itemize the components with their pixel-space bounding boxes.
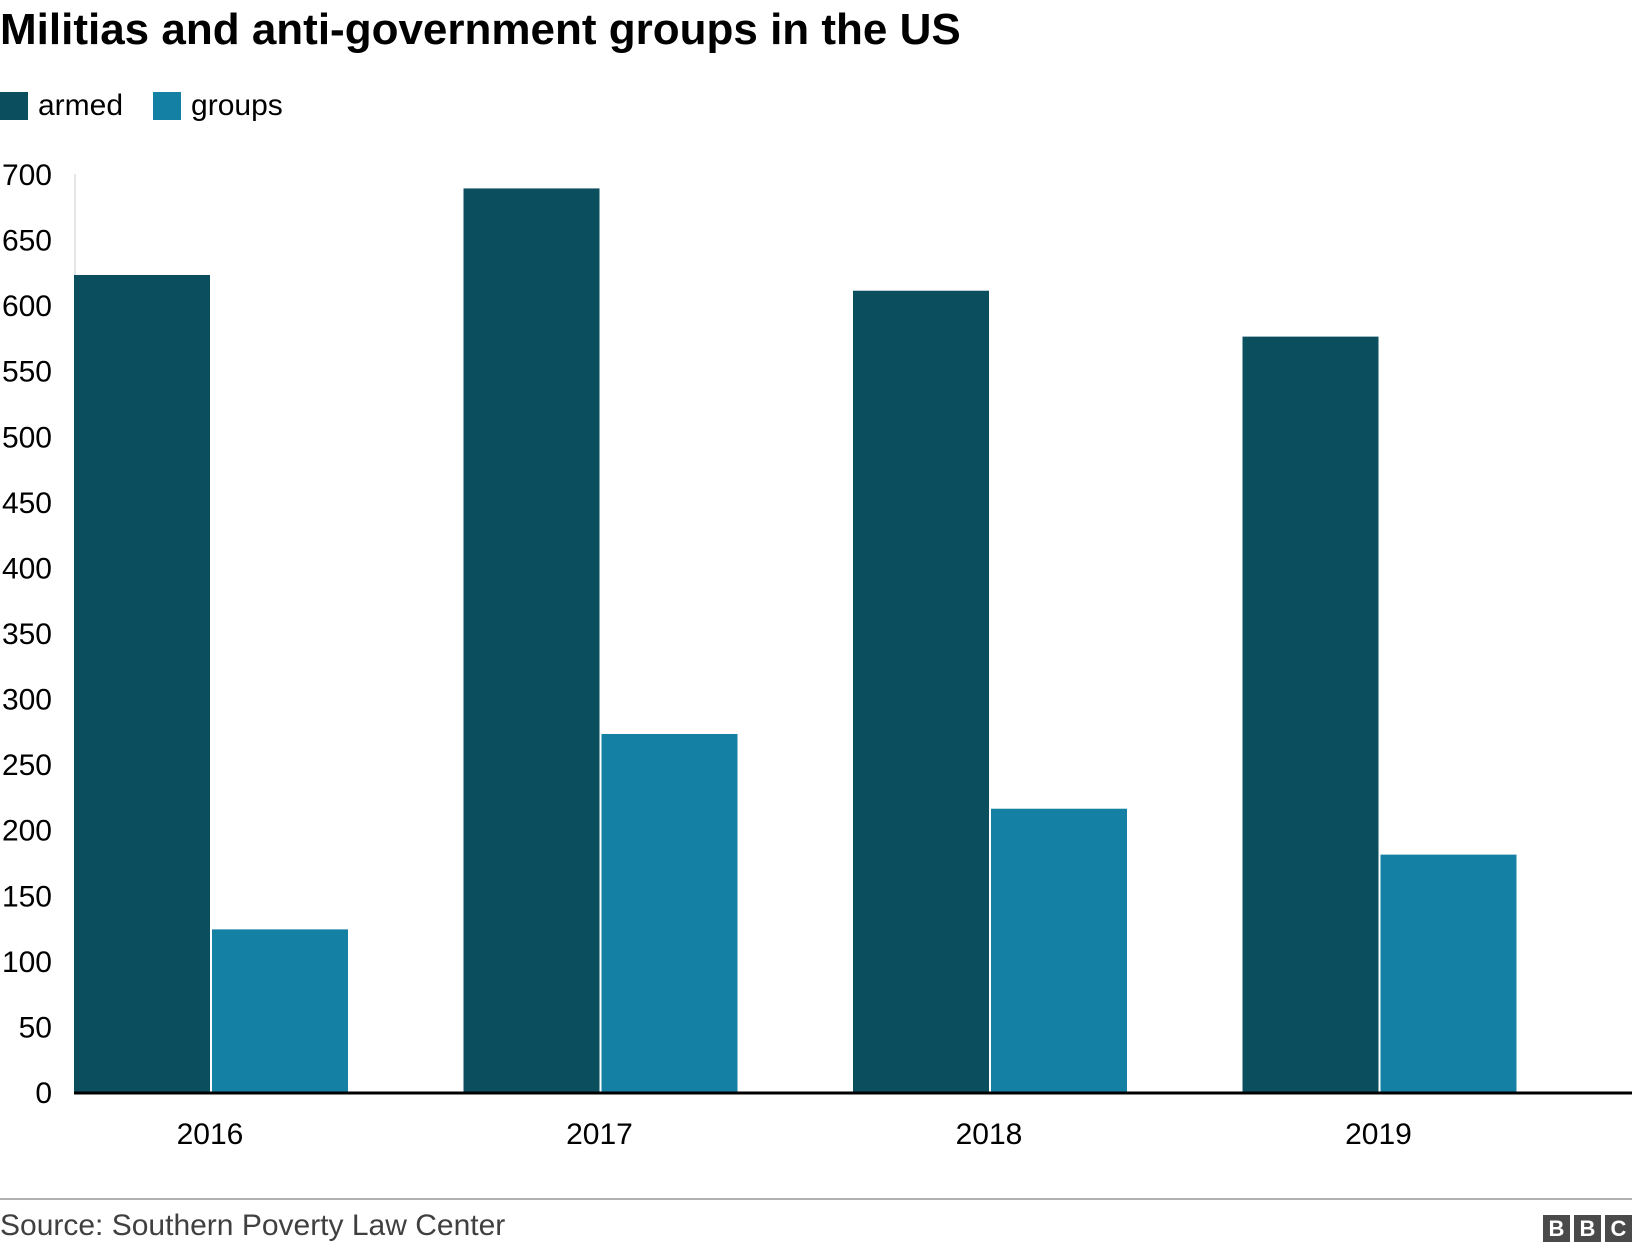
x-tick-label: 2016 [177, 1118, 244, 1150]
bar-armed-2017 [463, 188, 600, 1092]
y-tick-label: 600 [2, 290, 52, 323]
y-tick-label: 0 [35, 1077, 52, 1110]
y-tick-label: 450 [2, 487, 52, 520]
y-tick-label: 50 [19, 1011, 52, 1044]
y-tick-label: 400 [2, 552, 52, 585]
x-tick-label: 2018 [956, 1118, 1023, 1150]
y-tick-label: 150 [2, 880, 52, 913]
y-tick-label: 500 [2, 421, 52, 454]
bbc-logo-letter-3: C [1605, 1215, 1632, 1242]
y-tick-label: 650 [2, 225, 52, 258]
y-tick-label: 550 [2, 356, 52, 389]
bar-groups-2019 [1380, 854, 1517, 1092]
bbc-logo-letter-2: B [1574, 1215, 1601, 1242]
legend-item-armed: armed [0, 86, 123, 126]
x-tick-label: 2017 [566, 1118, 633, 1150]
bar-groups-2016 [212, 929, 348, 1092]
y-tick-label: 250 [2, 749, 52, 782]
y-tick-label: 700 [2, 159, 52, 192]
bar-armed-2018 [853, 290, 989, 1092]
y-tick-label: 350 [2, 618, 52, 651]
source-divider [0, 1198, 1632, 1200]
bbc-logo-letter-1: B [1543, 1215, 1570, 1242]
legend-swatch-groups [153, 92, 182, 120]
bar-chart: 0 50 100 150 200 250 300 350 400 450 500 550 600 650 7… [2, 159, 1632, 1150]
y-tick-label: 200 [2, 815, 52, 848]
bar-groups-2018 [991, 808, 1127, 1092]
chart-title: Militias and anti-government groups in t… [0, 5, 961, 54]
legend-item-groups: groups [153, 86, 283, 126]
y-tick-label: 300 [2, 684, 52, 717]
y-tick-label: 100 [2, 946, 52, 979]
x-tick-label: 2019 [1345, 1118, 1412, 1150]
bar-armed-2016 [74, 274, 210, 1093]
bar-groups-2017 [601, 733, 738, 1092]
bar-armed-2019 [1242, 336, 1379, 1092]
legend: armed groups [0, 86, 313, 126]
legend-label-armed: armed [38, 89, 124, 122]
source-note: Source: Southern Poverty Law Center [0, 1209, 506, 1242]
legend-label-groups: groups [191, 89, 283, 122]
legend-swatch-armed [0, 92, 28, 120]
bbc-logo: B B C [1539, 1215, 1632, 1242]
